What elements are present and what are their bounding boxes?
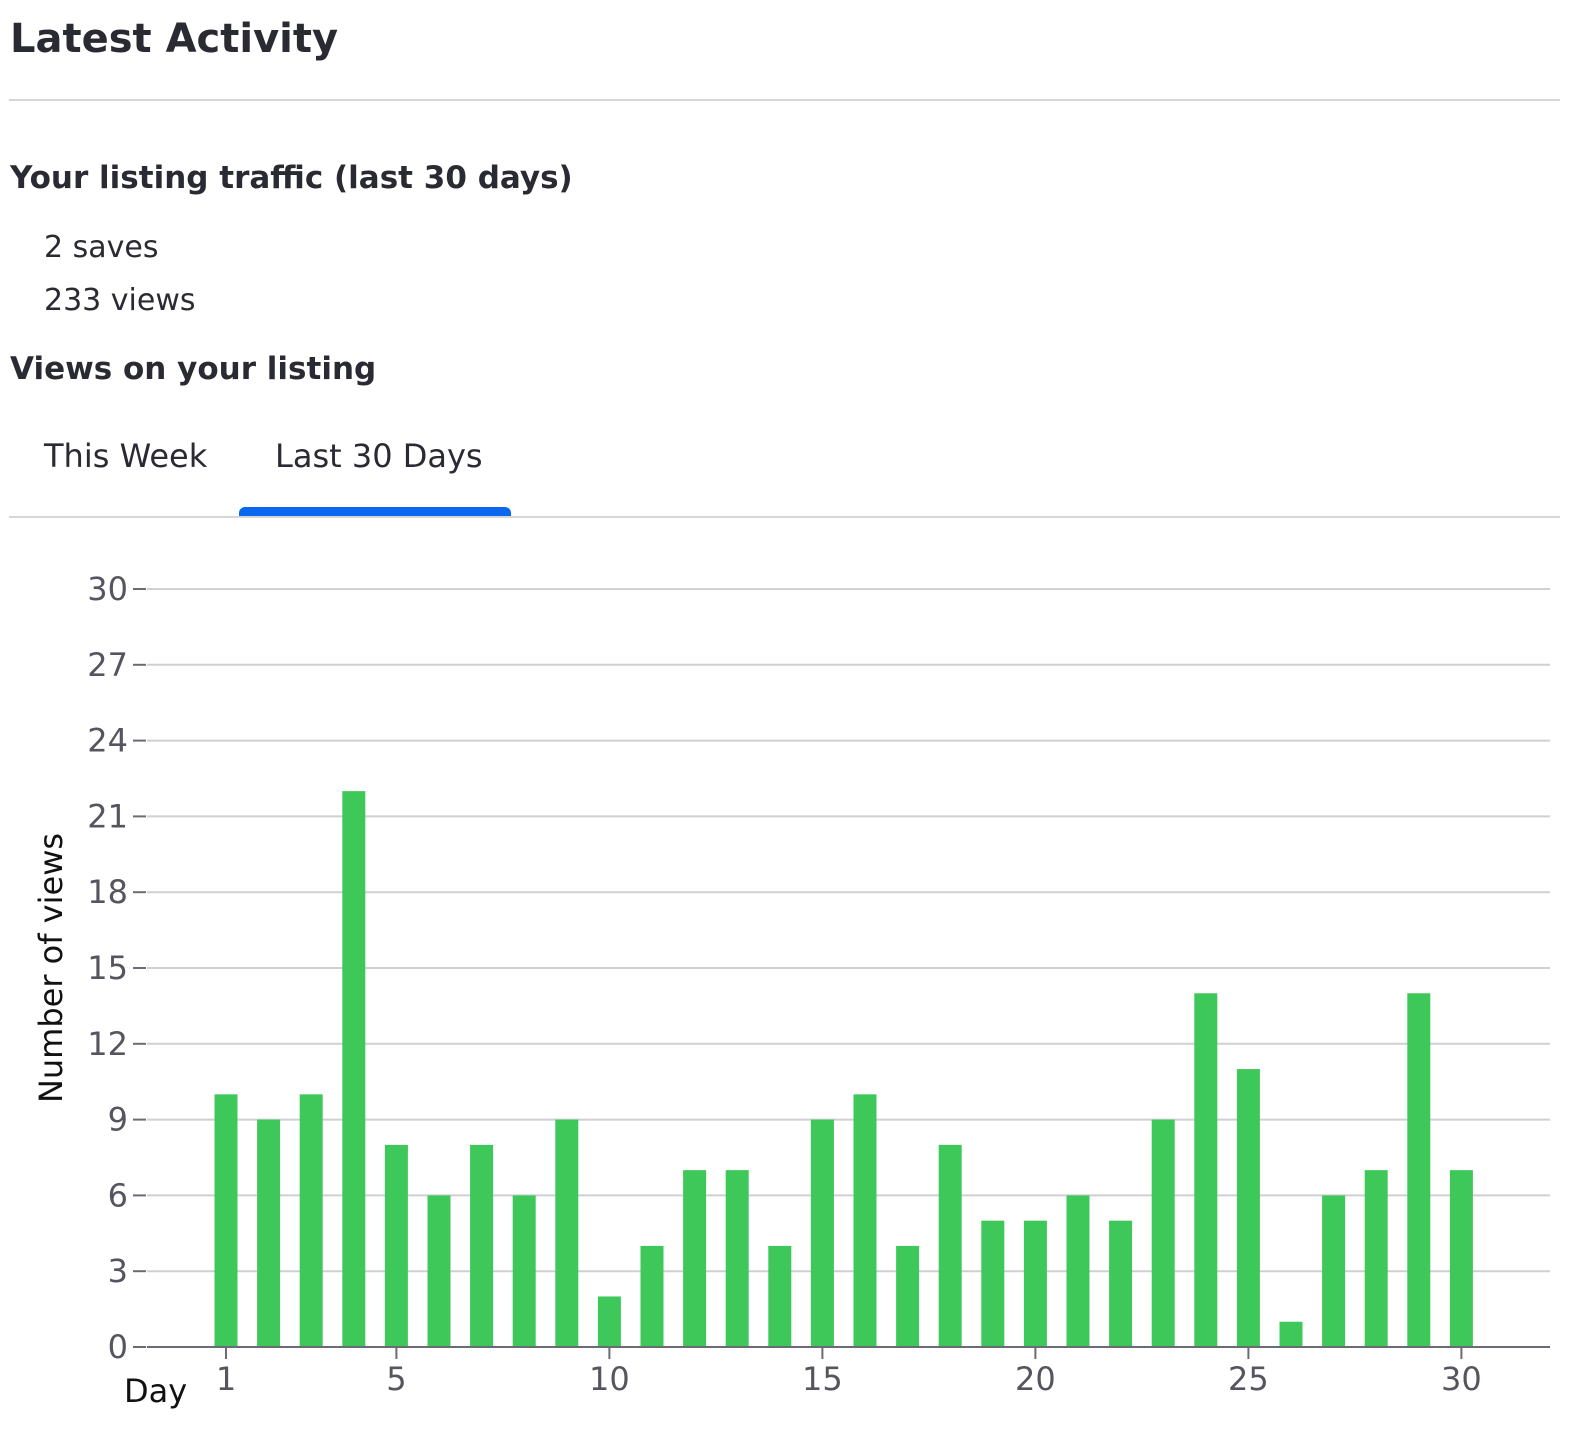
bar (342, 791, 366, 1347)
x-tick-label: 15 (802, 1360, 843, 1398)
tab-last-30-days[interactable]: Last 30 Days (275, 437, 483, 475)
bar (896, 1245, 920, 1347)
x-tick-label: 10 (589, 1360, 630, 1398)
bar (384, 1144, 408, 1347)
y-tick-label: 18 (87, 873, 128, 911)
y-tick-label: 3 (108, 1252, 128, 1290)
bar (1407, 993, 1431, 1347)
bar (1322, 1195, 1346, 1347)
views-count: 233 views (44, 283, 196, 318)
header-divider (9, 99, 1560, 101)
x-axis-title: Day (124, 1372, 187, 1410)
y-tick-label: 30 (87, 570, 128, 608)
bar (597, 1296, 621, 1347)
saves-count: 2 saves (44, 230, 159, 265)
views-heading: Views on your listing (10, 351, 377, 387)
bar (555, 1119, 579, 1347)
bar (853, 1094, 877, 1347)
bar (725, 1170, 749, 1347)
bar (1194, 993, 1218, 1347)
active-tab-indicator (239, 507, 511, 517)
page-title: Latest Activity (10, 16, 339, 62)
x-tick-label: 30 (1441, 1360, 1482, 1398)
bar (214, 1094, 238, 1347)
bar (768, 1245, 792, 1347)
bar (1236, 1069, 1260, 1347)
bar (470, 1144, 494, 1347)
y-tick-label: 15 (87, 949, 128, 987)
y-tick-label: 21 (87, 797, 128, 835)
y-tick-label: 12 (87, 1025, 128, 1063)
bar (1279, 1321, 1303, 1347)
bar (810, 1119, 834, 1347)
bar (257, 1119, 281, 1347)
x-tick-label: 1 (216, 1360, 236, 1398)
y-tick-label: 9 (108, 1101, 128, 1139)
bar (1449, 1170, 1473, 1347)
y-tick-label: 24 (87, 722, 128, 760)
x-tick-label: 25 (1228, 1360, 1269, 1398)
bar (1364, 1170, 1388, 1347)
y-tick-label: 0 (108, 1328, 128, 1366)
x-tick-label: 5 (386, 1360, 406, 1398)
bar (1066, 1195, 1090, 1347)
bar (427, 1195, 451, 1347)
tab-this-week[interactable]: This Week (44, 437, 208, 475)
bar (1109, 1220, 1133, 1347)
bar (683, 1170, 707, 1347)
bar (1151, 1119, 1175, 1347)
y-tick-label: 6 (108, 1176, 128, 1214)
bar (938, 1144, 962, 1347)
bar (981, 1220, 1005, 1347)
bar (299, 1094, 323, 1347)
bar (1023, 1220, 1047, 1347)
bar (512, 1195, 536, 1347)
bar (640, 1245, 664, 1347)
tabs-divider (9, 516, 1560, 518)
y-tick-label: 27 (87, 646, 128, 684)
traffic-heading: Your listing traffic (last 30 days) (10, 160, 573, 196)
x-tick-label: 20 (1015, 1360, 1056, 1398)
y-axis-title: Number of views (32, 833, 70, 1103)
